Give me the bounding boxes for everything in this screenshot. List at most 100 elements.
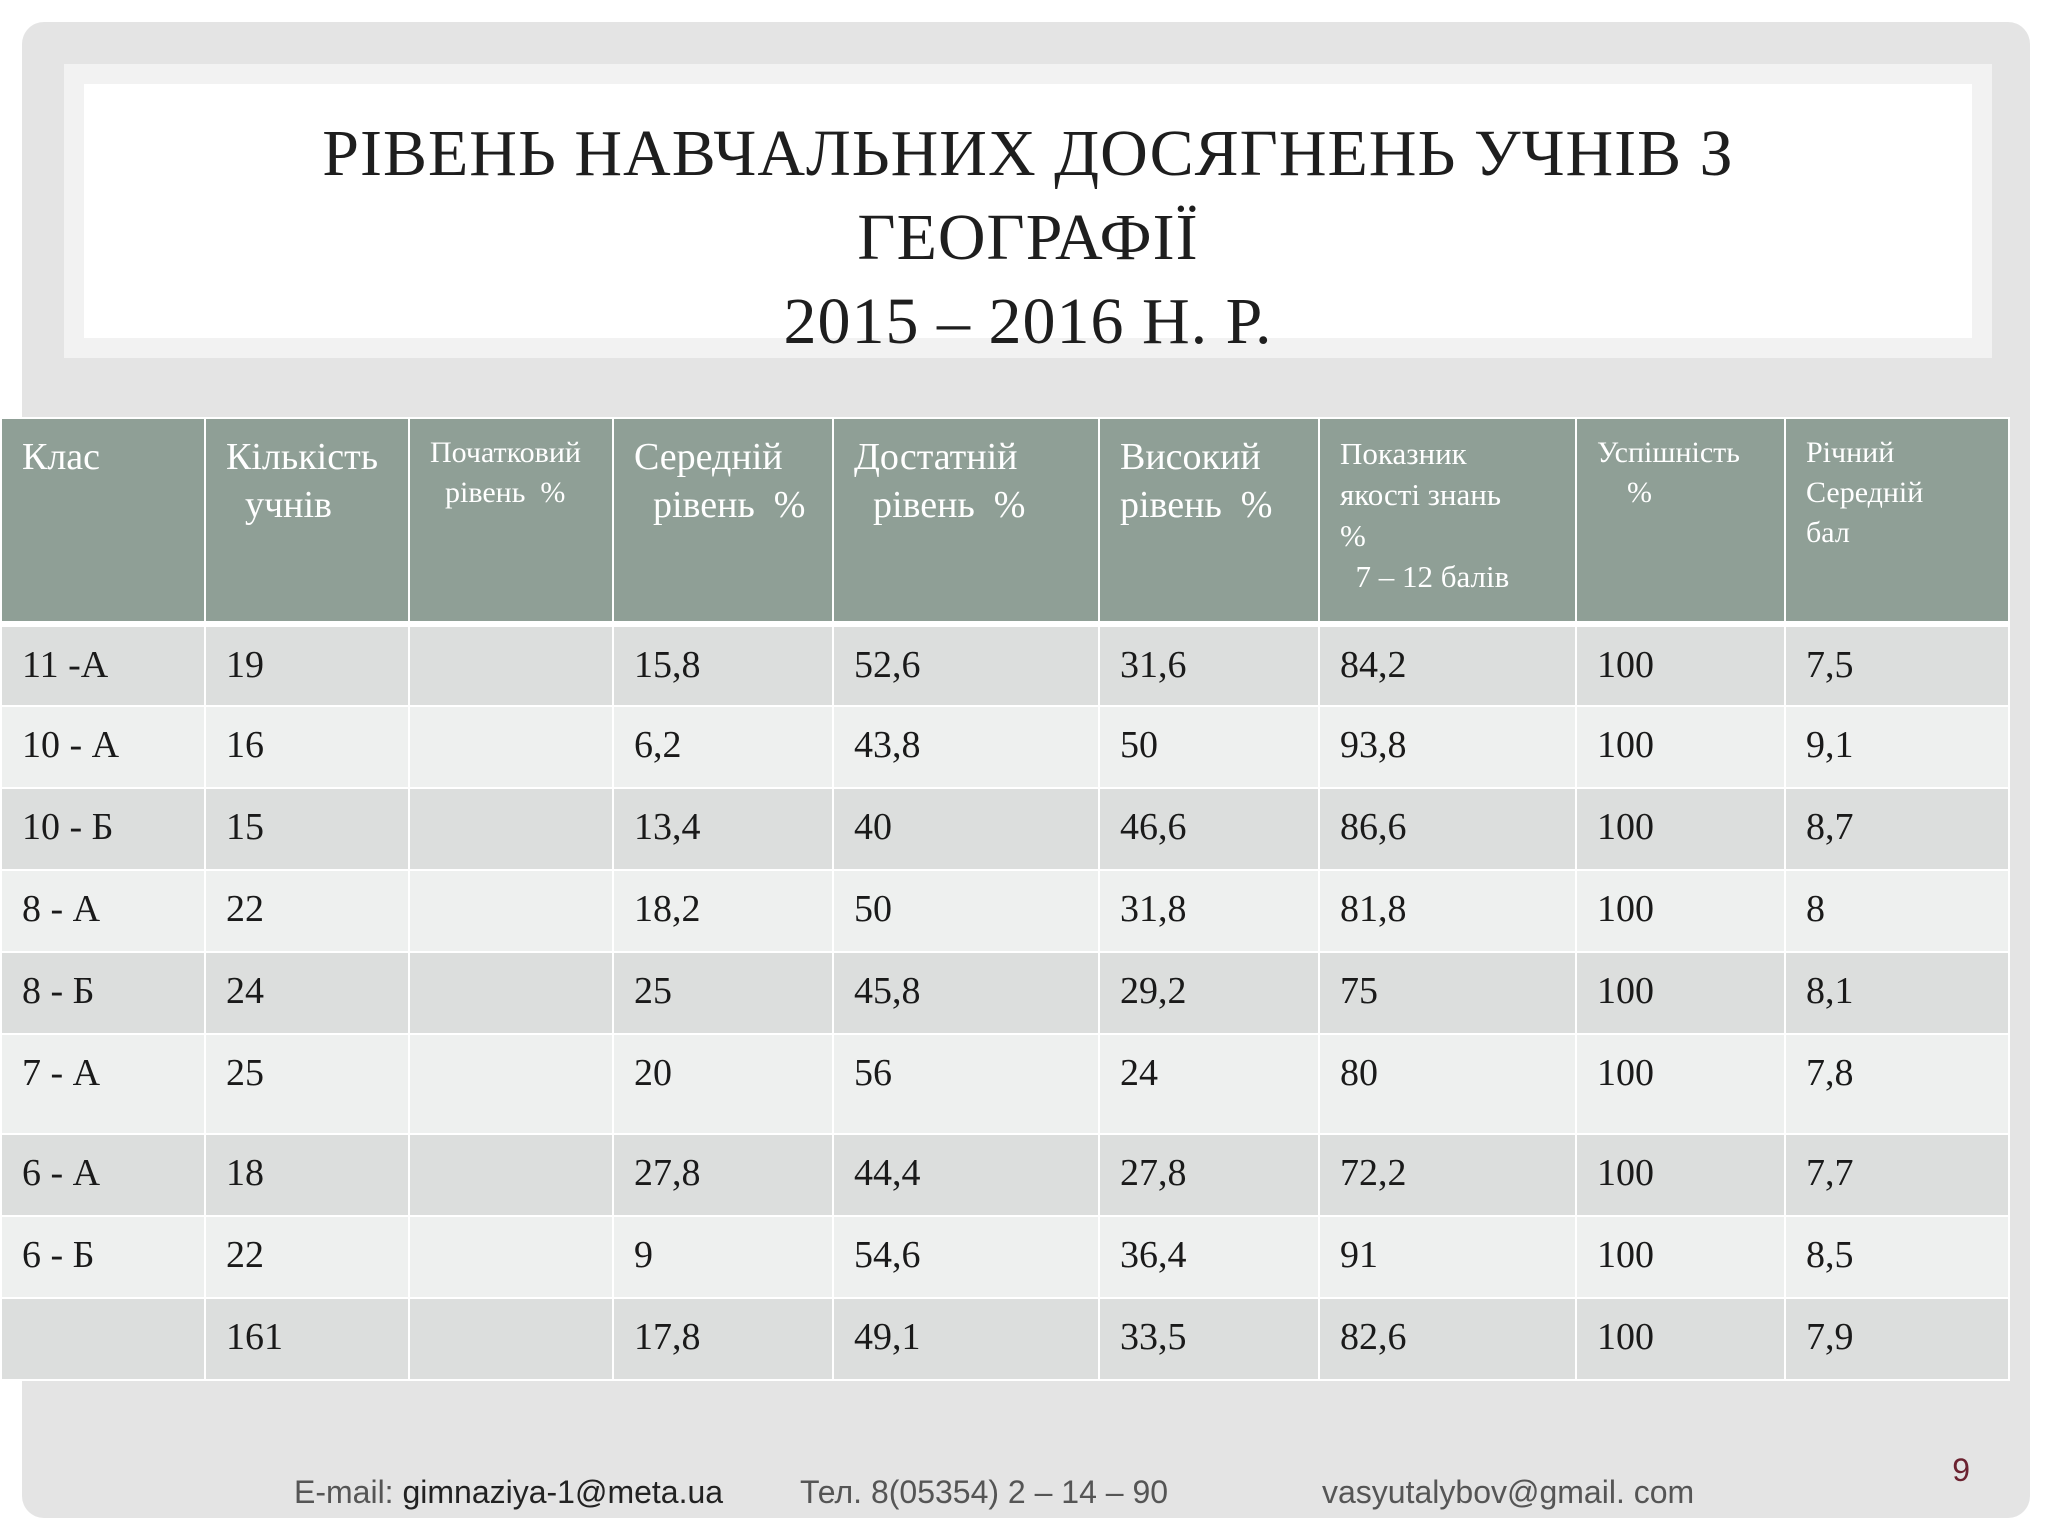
table-cell: 100 [1575, 951, 1786, 1035]
table-cell: 50 [1098, 705, 1320, 789]
table-cell: 31,6 [1098, 623, 1320, 707]
table-row: 8 - Б 24 25 45,8 29,2 75 100 8,1 [0, 951, 2010, 1035]
table-cell: 7,7 [1784, 1133, 2010, 1217]
table-row: 10 - А 16 6,2 43,8 50 93,8 100 9,1 [0, 705, 2010, 789]
table-cell: 7 - А [0, 1033, 206, 1135]
table-cell: 93,8 [1318, 705, 1577, 789]
table-cell: 91 [1318, 1215, 1577, 1299]
header-sufficient-level: Достатній рівень % [832, 417, 1100, 627]
table-cell [408, 1133, 614, 1217]
footer-phone: Тел. 8(05354) 2 – 14 – 90 [800, 1474, 1169, 1510]
title-line-1: РІВЕНЬ НАВЧАЛЬНИХ ДОСЯГНЕНЬ УЧНІВ З [322, 117, 1734, 190]
table-cell [408, 1033, 614, 1135]
table-cell: 29,2 [1098, 951, 1320, 1035]
slide-title: РІВЕНЬ НАВЧАЛЬНИХ ДОСЯГНЕНЬ УЧНІВ З ГЕОГ… [84, 112, 1972, 364]
table-cell: 100 [1575, 1297, 1786, 1381]
table-cell: 49,1 [832, 1297, 1100, 1381]
table-cell: 15,8 [612, 623, 834, 707]
header-class: Клас [0, 417, 206, 627]
table-cell: 44,4 [832, 1133, 1100, 1217]
table-row: 8 - А 22 18,2 50 31,8 81,8 100 8 [0, 869, 2010, 953]
table-cell: 100 [1575, 869, 1786, 953]
table-cell: 50 [832, 869, 1100, 953]
table-cell [408, 705, 614, 789]
table-cell: 17,8 [612, 1297, 834, 1381]
table-cell: 19 [204, 623, 410, 707]
table-cell: 24 [204, 951, 410, 1035]
header-high-level: Високий рівень % [1098, 417, 1320, 627]
table-cell: 7,5 [1784, 623, 2010, 707]
table-cell [0, 1297, 206, 1381]
table-cell: 100 [1575, 1215, 1786, 1299]
header-quality-index: Показник якості знань % 7 – 12 балів [1318, 417, 1577, 627]
table-cell: 100 [1575, 787, 1786, 871]
table-cell [408, 787, 614, 871]
table-cell: 8,1 [1784, 951, 2010, 1035]
title-line-2: ГЕОГРАФІЇ [857, 201, 1199, 274]
table-cell: 43,8 [832, 705, 1100, 789]
table-cell: 24 [1098, 1033, 1320, 1135]
table-cell [408, 951, 614, 1035]
table-row: 10 - Б 15 13,4 40 46,6 86,6 100 8,7 [0, 787, 2010, 871]
header-student-count: Кількість учнів [204, 417, 410, 627]
header-initial-level: Початковий рівень % [408, 417, 614, 627]
table-cell: 7,9 [1784, 1297, 2010, 1381]
table-cell: 72,2 [1318, 1133, 1577, 1217]
grades-table: Клас Кількість учнів Початковий рівень %… [0, 417, 2010, 1381]
table-row: 6 - Б 22 9 54,6 36,4 91 100 8,5 [0, 1215, 2010, 1299]
table-cell: 81,8 [1318, 869, 1577, 953]
table-cell: 15 [204, 787, 410, 871]
table-row: 161 17,8 49,1 33,5 82,6 100 7,9 [0, 1297, 2010, 1381]
table-row: 11 -А 19 15,8 52,6 31,6 84,2 100 7,5 [0, 623, 2010, 707]
table-cell: 80 [1318, 1033, 1577, 1135]
table-cell: 86,6 [1318, 787, 1577, 871]
table-cell: 8,5 [1784, 1215, 2010, 1299]
table-cell: 46,6 [1098, 787, 1320, 871]
table-cell: 6,2 [612, 705, 834, 789]
table-cell: 8 - Б [0, 951, 206, 1035]
title-line-3: 2015 – 2016 Н. Р. [783, 285, 1273, 358]
table-cell: 7,8 [1784, 1033, 2010, 1135]
table-cell: 45,8 [832, 951, 1100, 1035]
title-box: РІВЕНЬ НАВЧАЛЬНИХ ДОСЯГНЕНЬ УЧНІВ З ГЕОГ… [64, 64, 1992, 358]
table-cell: 9 [612, 1215, 834, 1299]
table-cell: 9,1 [1784, 705, 2010, 789]
table-cell: 100 [1575, 623, 1786, 707]
table-cell: 6 - Б [0, 1215, 206, 1299]
table-cell [408, 1297, 614, 1381]
table-cell: 10 - Б [0, 787, 206, 871]
table-cell: 18 [204, 1133, 410, 1217]
footer-email: E-mail: gimnaziya-1@meta.ua [294, 1474, 724, 1510]
table-cell: 25 [204, 1033, 410, 1135]
table-cell: 27,8 [1098, 1133, 1320, 1217]
table-cell: 75 [1318, 951, 1577, 1035]
table-cell: 8 - А [0, 869, 206, 953]
table-cell: 100 [1575, 1033, 1786, 1135]
table-cell: 40 [832, 787, 1100, 871]
table-header-row: Клас Кількість учнів Початковий рівень %… [0, 417, 2010, 627]
page-number: 9 [1952, 1452, 1970, 1488]
table-row: 6 - А 18 27,8 44,4 27,8 72,2 100 7,7 [0, 1133, 2010, 1217]
table-cell: 100 [1575, 1133, 1786, 1217]
header-medium-level: Середній рівень % [612, 417, 834, 627]
table-cell: 11 -А [0, 623, 206, 707]
table-cell: 22 [204, 869, 410, 953]
table-cell: 22 [204, 1215, 410, 1299]
table-cell: 36,4 [1098, 1215, 1320, 1299]
table-cell: 8,7 [1784, 787, 2010, 871]
table-row: 7 - А 25 20 56 24 80 100 7,8 [0, 1033, 2010, 1135]
table-cell: 100 [1575, 705, 1786, 789]
table-cell: 31,8 [1098, 869, 1320, 953]
table-cell: 161 [204, 1297, 410, 1381]
table-cell: 13,4 [612, 787, 834, 871]
footer-email-2[interactable]: vasyutalybov@gmail. com [1322, 1474, 1695, 1510]
footer-email-link[interactable]: gimnaziya-1@meta.ua [402, 1474, 724, 1510]
table-cell: 54,6 [832, 1215, 1100, 1299]
table-cell [408, 1215, 614, 1299]
table-cell: 52,6 [832, 623, 1100, 707]
table-cell: 27,8 [612, 1133, 834, 1217]
table-cell: 33,5 [1098, 1297, 1320, 1381]
table-cell: 16 [204, 705, 410, 789]
header-annual-average: Річний Середній бал [1784, 417, 2010, 627]
table-cell: 82,6 [1318, 1297, 1577, 1381]
